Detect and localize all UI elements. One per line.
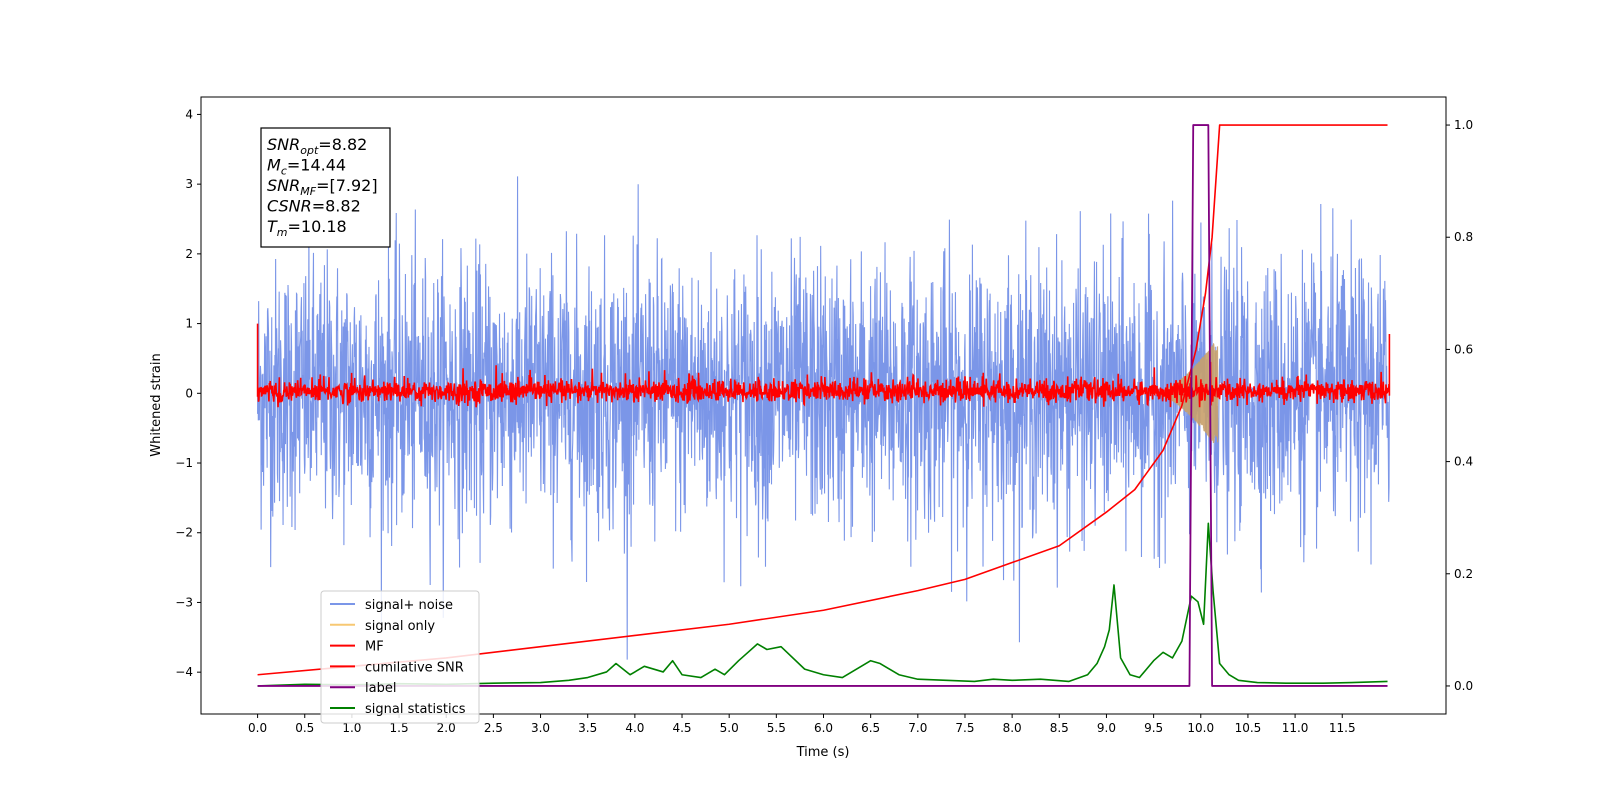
legend-entry: signal+ noise — [365, 598, 453, 613]
y-tick-label: −1 — [175, 456, 193, 470]
series-label — [257, 124, 1388, 687]
x-tick-label: 3.5 — [578, 721, 597, 735]
x-tick-label: 6.0 — [814, 721, 833, 735]
legend-entry: label — [365, 681, 396, 696]
y2-tick-label: 0.8 — [1454, 230, 1473, 244]
y2-tick-label: 0.4 — [1454, 455, 1473, 469]
annotation-box — [260, 127, 391, 248]
legend: signal+ noise signal only MF cumilative SNR… — [320, 590, 480, 724]
y-axis-right: 0.0 0.2 0.4 0.6 0.8 1.0 — [1446, 118, 1473, 693]
annotation-subscript: MF — [300, 185, 316, 198]
annotation-value: =10.18 — [288, 217, 347, 236]
annotation-line: Tm=10.18 — [267, 217, 347, 239]
series-signal-plus-noise — [257, 176, 1390, 660]
x-tick-label: 0.5 — [295, 721, 314, 735]
x-tick-label: 9.0 — [1097, 721, 1116, 735]
x-tick-label: 7.5 — [955, 721, 974, 735]
series-cumilative-snr — [257, 124, 1388, 676]
annotation-subscript: opt — [300, 144, 319, 157]
y2-tick-label: 0.6 — [1454, 342, 1473, 356]
x-tick-label: 5.0 — [720, 721, 739, 735]
y-axis-label: Whitened strain — [149, 353, 164, 456]
annotation-subscript: c — [281, 165, 287, 178]
x-tick-label: 11.5 — [1329, 721, 1356, 735]
legend-entry: signal only — [365, 619, 435, 634]
y-tick-label: 3 — [185, 177, 193, 191]
x-tick-label: 2.5 — [484, 721, 503, 735]
x-tick-label: 8.0 — [1003, 721, 1022, 735]
x-tick-label: 6.5 — [861, 721, 880, 735]
x-tick-label: 0.0 — [248, 721, 267, 735]
annotation-symbol: M — [267, 156, 281, 175]
x-tick-label: 4.5 — [672, 721, 691, 735]
legend-entry: MF — [365, 640, 384, 655]
annotation-symbol: SNR — [267, 176, 300, 195]
stats-annotation-box: SNRopt=8.82Mc=14.44SNRMF=[7.92]CSNR=8.82… — [260, 127, 391, 248]
y-tick-label: −3 — [175, 595, 193, 609]
annotation-line: SNRopt=8.82 — [267, 135, 367, 157]
y-tick-label: 2 — [185, 247, 193, 261]
y-tick-label: 1 — [185, 317, 193, 331]
y-tick-label: 0 — [185, 386, 193, 400]
x-tick-label: 7.0 — [908, 721, 927, 735]
annotation-value: =8.82 — [318, 135, 367, 154]
x-tick-label: 9.5 — [1144, 721, 1163, 735]
x-tick-label: 4.0 — [625, 721, 644, 735]
legend-entry: signal statistics — [365, 702, 466, 717]
annotation-symbol: T — [267, 217, 278, 236]
x-tick-label: 10.5 — [1235, 721, 1262, 735]
legend-frame — [320, 590, 480, 724]
annotation-value: =14.44 — [287, 156, 346, 175]
annotation-line: Mc=14.44 — [267, 156, 346, 178]
annotation-line: SNRMF=[7.92] — [267, 176, 378, 198]
x-tick-label: 8.5 — [1050, 721, 1069, 735]
x-axis-label: Time (s) — [796, 745, 850, 760]
annotation-subscript: m — [277, 226, 288, 239]
x-tick-label: 11.0 — [1282, 721, 1309, 735]
annotation-symbol: SNR — [267, 135, 300, 154]
y-tick-label: 4 — [185, 107, 193, 121]
series-signal-statistics — [257, 522, 1388, 687]
x-tick-label: 1.5 — [390, 721, 409, 735]
y-tick-label: −4 — [175, 665, 193, 679]
x-tick-label: 5.5 — [767, 721, 786, 735]
annotation-value: =8.82 — [312, 197, 361, 216]
y2-tick-label: 0.0 — [1454, 679, 1473, 693]
x-tick-label: 1.0 — [342, 721, 361, 735]
y-axis-left: −4 −3 −2 −1 0 1 2 3 4 — [175, 107, 201, 679]
legend-entry: cumilative SNR — [365, 660, 464, 675]
x-tick-label: 3.0 — [531, 721, 550, 735]
series-mf — [256, 323, 1391, 408]
annotation-line: CSNR=8.82 — [267, 197, 361, 216]
x-tick-label: 10.0 — [1187, 721, 1214, 735]
series-layer — [256, 124, 1391, 687]
annotation-symbol: CSNR — [267, 197, 312, 216]
y2-tick-label: 1.0 — [1454, 118, 1473, 132]
x-axis: 0.0 0.5 1.0 1.5 2.0 2.5 3.0 3.5 4.0 4.5 5.0 5.5 6.0 6… — [248, 714, 1356, 735]
y-tick-label: −2 — [175, 526, 193, 540]
x-tick-label: 2.0 — [437, 721, 456, 735]
annotation-value: =[7.92] — [316, 176, 378, 195]
y2-tick-label: 0.2 — [1454, 567, 1473, 581]
